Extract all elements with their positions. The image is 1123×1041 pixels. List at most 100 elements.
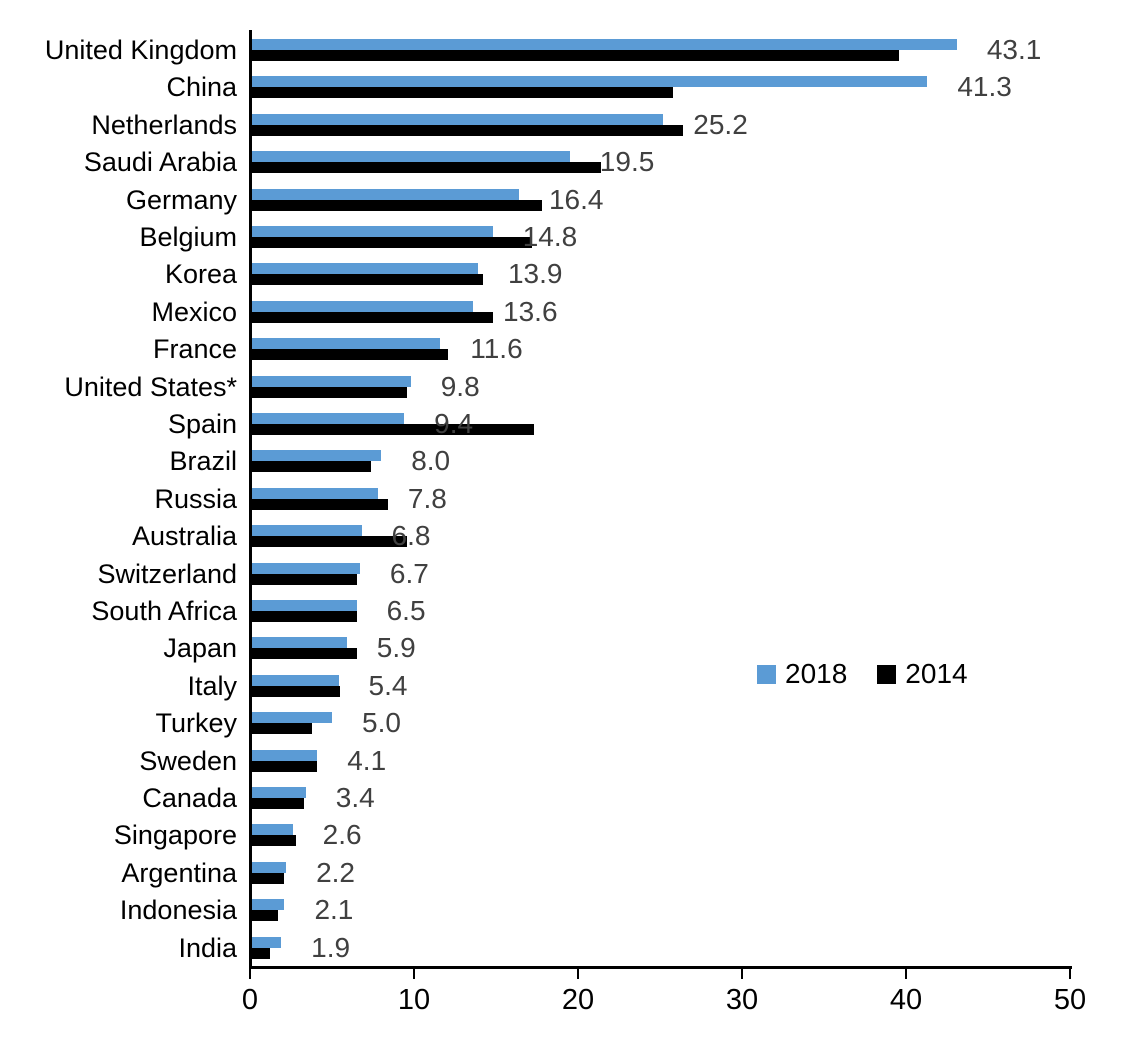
x-tick-label-40: 40 xyxy=(889,984,923,1016)
bar-2014-turkey xyxy=(250,723,313,735)
bar-2018-india xyxy=(250,936,282,948)
bar-2018-china xyxy=(250,76,928,88)
y-axis-line xyxy=(249,30,252,969)
category-label-japan: Japan xyxy=(163,633,237,664)
category-label-singapore: Singapore xyxy=(113,820,237,851)
category-label-italy: Italy xyxy=(187,670,237,701)
x-tick-label-30: 30 xyxy=(725,984,759,1016)
bar-2014-netherlands xyxy=(250,124,683,136)
x-tick-40 xyxy=(905,969,907,979)
legend-swatch-2018 xyxy=(757,664,776,684)
bar-2018-united-kingdom xyxy=(250,39,957,50)
bar-2018-saudi-arabia xyxy=(250,151,570,163)
data-label-china: 41.3 xyxy=(957,71,1012,103)
data-label-saudi-arabia: 19.5 xyxy=(599,146,655,178)
x-tick-30 xyxy=(741,969,743,979)
category-label-brazil: Brazil xyxy=(169,446,237,477)
bar-2018-france xyxy=(250,338,441,350)
bar-2014-australia xyxy=(250,536,408,548)
legend: 2018 2014 xyxy=(757,658,968,690)
category-label-united-kingdom: United Kingdom xyxy=(44,35,237,65)
bar-2018-canada xyxy=(250,787,306,798)
category-label-canada: Canada xyxy=(142,783,237,813)
bar-2014-canada xyxy=(250,798,305,809)
data-label-turkey: 5.0 xyxy=(362,707,401,739)
bar-2018-australia xyxy=(250,525,362,537)
category-label-mexico: Mexico xyxy=(151,296,237,327)
data-label-france: 11.6 xyxy=(470,333,523,365)
bar-2014-russia xyxy=(250,498,388,510)
bar-2018-singapore xyxy=(250,824,293,836)
bar-2018-spain xyxy=(250,413,405,424)
bar-2014-spain xyxy=(250,424,534,435)
x-tick-label-0: 0 xyxy=(241,984,259,1016)
bar-2018-russia xyxy=(250,487,378,499)
bar-2018-south-africa xyxy=(250,600,357,611)
x-tick-0 xyxy=(249,969,251,979)
category-label-china: China xyxy=(166,72,237,103)
bar-2014-japan xyxy=(250,648,357,660)
x-tick-label-10: 10 xyxy=(397,984,431,1016)
bar-2014-mexico xyxy=(250,311,493,323)
data-label-united-states: 9.8 xyxy=(440,370,480,402)
bar-2014-france xyxy=(250,349,449,361)
bar-2018-united-states xyxy=(250,375,411,387)
bar-2014-argentina xyxy=(250,872,285,884)
x-tick-20 xyxy=(577,969,579,979)
bar-2018-brazil xyxy=(250,450,382,462)
legend-label-2018: 2018 xyxy=(785,658,848,689)
bar-2018-japan xyxy=(250,637,347,649)
data-label-mexico: 13.6 xyxy=(503,295,558,327)
bar-2014-korea xyxy=(250,274,483,286)
category-label-argentina: Argentina xyxy=(121,857,237,888)
category-label-russia: Russia xyxy=(154,483,237,514)
data-label-argentina: 2.2 xyxy=(316,856,356,888)
bar-2018-turkey xyxy=(250,712,332,724)
x-tick-label-20: 20 xyxy=(561,984,595,1016)
data-label-sweden: 4.1 xyxy=(347,744,387,776)
category-label-saudi-arabia: Saudi Arabia xyxy=(83,147,237,178)
bar-2018-indonesia xyxy=(250,899,285,911)
bar-2018-belgium xyxy=(250,226,493,237)
bar-2014-china xyxy=(250,87,674,99)
data-label-russia: 7.8 xyxy=(407,482,447,514)
data-label-south-africa: 6.5 xyxy=(386,595,426,626)
category-label-united-states: United States* xyxy=(64,371,237,402)
x-tick-label-50: 50 xyxy=(1053,984,1087,1016)
data-label-belgium: 14.8 xyxy=(522,221,578,252)
bar-2014-italy xyxy=(250,685,341,697)
category-label-indonesia: Indonesia xyxy=(119,895,237,926)
data-label-italy: 5.4 xyxy=(368,669,408,701)
category-label-south-africa: South Africa xyxy=(91,596,237,626)
bar-2014-belgium xyxy=(250,237,533,248)
category-label-belgium: Belgium xyxy=(139,222,237,252)
bar-2014-indonesia xyxy=(250,910,278,922)
category-label-switzerland: Switzerland xyxy=(97,558,237,589)
bar-2014-india xyxy=(250,947,270,959)
data-label-brazil: 8.0 xyxy=(411,445,451,477)
bar-2014-switzerland xyxy=(250,573,357,585)
legend-swatch-2014 xyxy=(877,664,897,684)
data-label-switzerland: 6.7 xyxy=(389,557,429,589)
bar-2014-south-africa xyxy=(250,611,357,622)
data-label-united-kingdom: 43.1 xyxy=(986,34,1042,65)
bar-2018-germany xyxy=(250,188,519,200)
bar-2014-germany xyxy=(250,199,542,211)
category-label-turkey: Turkey xyxy=(155,708,237,739)
data-label-netherlands: 25.2 xyxy=(693,108,748,140)
bar-2018-italy xyxy=(250,674,339,686)
category-label-india: India xyxy=(178,932,237,963)
data-label-india: 1.9 xyxy=(311,931,351,963)
bar-2014-singapore xyxy=(250,835,296,847)
data-label-australia: 6.8 xyxy=(391,520,431,552)
data-label-korea: 13.9 xyxy=(507,258,563,290)
bar-2014-brazil xyxy=(250,461,372,473)
data-label-japan: 5.9 xyxy=(376,632,416,664)
x-tick-10 xyxy=(413,969,415,979)
category-label-netherlands: Netherlands xyxy=(91,109,237,140)
category-label-france: France xyxy=(152,334,237,365)
bar-2014-saudi-arabia xyxy=(250,162,601,174)
category-label-sweden: Sweden xyxy=(139,745,237,776)
category-label-spain: Spain xyxy=(167,409,237,439)
